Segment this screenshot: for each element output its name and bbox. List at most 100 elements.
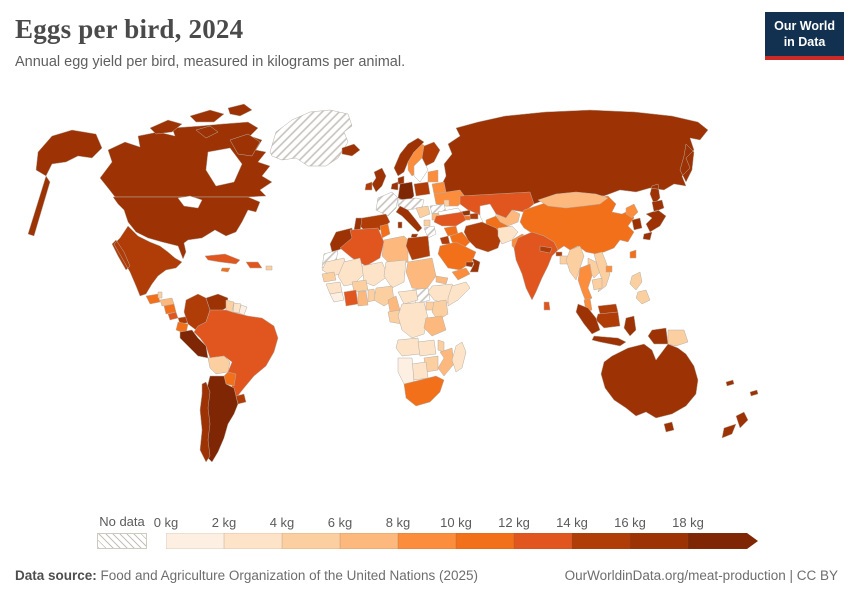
legend-bin-14-kg[interactable] xyxy=(572,533,630,549)
country-hispaniola[interactable] xyxy=(245,261,263,269)
country-vietnam[interactable] xyxy=(593,251,611,293)
country-france[interactable] xyxy=(375,191,399,217)
legend-bin-10-kg[interactable] xyxy=(456,533,514,549)
country-south-korea[interactable] xyxy=(631,217,643,231)
country-moldova[interactable] xyxy=(443,199,450,207)
country-belarus[interactable] xyxy=(431,181,447,195)
country-thailand[interactable] xyxy=(577,263,593,303)
footer-credit[interactable]: OurWorldinData.org/meat-production | CC … xyxy=(564,568,838,583)
legend-bin-18-kg[interactable] xyxy=(688,533,758,549)
country-new-caledonia[interactable] xyxy=(725,379,735,387)
country-iraq[interactable] xyxy=(449,231,471,249)
country-uae[interactable] xyxy=(465,261,475,268)
country-yemen[interactable] xyxy=(451,267,471,281)
country-russia[interactable] xyxy=(439,109,709,209)
country-cambodia[interactable] xyxy=(591,277,603,291)
country-balkans-west[interactable] xyxy=(415,205,431,219)
country-belize[interactable] xyxy=(157,291,163,299)
country-mongolia[interactable] xyxy=(537,191,609,209)
country-greece[interactable] xyxy=(423,225,437,239)
country-hainan[interactable] xyxy=(605,265,613,273)
country-bolivia[interactable] xyxy=(207,355,231,375)
country-guatemala[interactable] xyxy=(145,293,161,305)
legend-bin-8-kg[interactable] xyxy=(398,533,456,549)
country-canada[interactable] xyxy=(99,121,273,198)
country-india[interactable] xyxy=(513,231,559,301)
legend-bin-2-kg[interactable] xyxy=(224,533,282,549)
country-azerbaijan[interactable] xyxy=(469,212,479,220)
legend-bin-4-kg[interactable] xyxy=(282,533,340,549)
country-senegal[interactable] xyxy=(321,271,337,283)
country-new-zealand[interactable] xyxy=(721,411,749,439)
country-jamaica[interactable] xyxy=(220,267,231,273)
country-bhutan[interactable] xyxy=(555,251,563,257)
country-sudan[interactable] xyxy=(405,257,437,291)
country-usa[interactable] xyxy=(112,196,261,260)
country-south-africa[interactable] xyxy=(403,375,445,407)
country-puerto-rico[interactable] xyxy=(265,265,273,271)
country-australia[interactable] xyxy=(600,343,699,433)
country-chad[interactable] xyxy=(383,259,407,289)
country-taiwan[interactable] xyxy=(629,249,637,259)
country-sulawesi[interactable] xyxy=(623,315,637,337)
country-central-african-republic[interactable] xyxy=(397,289,419,305)
country-albania[interactable] xyxy=(423,219,431,227)
country-eritrea[interactable] xyxy=(435,275,449,285)
country-iran[interactable] xyxy=(463,221,503,253)
country-java[interactable] xyxy=(591,335,627,347)
country-sierra-leone[interactable] xyxy=(329,291,345,303)
country-ireland[interactable] xyxy=(364,181,373,191)
country-niger[interactable] xyxy=(361,261,389,287)
owid-logo[interactable]: Our World in Data xyxy=(765,12,844,60)
country-baltic-states[interactable] xyxy=(427,169,439,183)
country-angola[interactable] xyxy=(395,337,421,357)
country-malawi[interactable] xyxy=(437,339,445,353)
country-kalimantan[interactable] xyxy=(595,311,621,329)
country-fiji[interactable] xyxy=(749,389,759,397)
country-greenland[interactable] xyxy=(269,109,353,167)
country-mexico[interactable] xyxy=(111,225,183,297)
country-botswana[interactable] xyxy=(411,361,429,381)
country-tunisia[interactable] xyxy=(379,223,391,239)
country-chile[interactable] xyxy=(199,381,211,463)
country-japan[interactable] xyxy=(642,199,667,241)
country-nepal[interactable] xyxy=(539,245,553,254)
country-mozambique[interactable] xyxy=(437,347,455,377)
country-png[interactable] xyxy=(667,329,689,347)
country-denmark[interactable] xyxy=(397,175,405,185)
country-somalia[interactable] xyxy=(447,281,471,307)
country-uruguay[interactable] xyxy=(235,393,247,405)
country-myanmar[interactable] xyxy=(565,245,585,281)
country-benelux[interactable] xyxy=(390,181,399,191)
country-drc[interactable] xyxy=(397,301,429,339)
country-egypt[interactable] xyxy=(405,235,431,261)
country-canada-islands[interactable] xyxy=(149,103,261,157)
country-cuba[interactable] xyxy=(204,253,241,265)
country-usa-alaska[interactable] xyxy=(27,129,103,237)
country-finland[interactable] xyxy=(421,141,441,167)
country-ukraine[interactable] xyxy=(433,189,467,207)
legend-bin-16-kg[interactable] xyxy=(630,533,688,549)
country-paraguay[interactable] xyxy=(223,371,237,387)
country-cote-divoire[interactable] xyxy=(343,289,359,307)
legend-bin-6-kg[interactable] xyxy=(340,533,398,549)
country-israel-jordan[interactable] xyxy=(439,235,451,245)
country-sumatra[interactable] xyxy=(575,303,601,335)
country-philippines[interactable] xyxy=(629,271,651,305)
legend-no-data-swatch[interactable] xyxy=(97,533,147,549)
country-sri-lanka[interactable] xyxy=(543,301,551,311)
legend-bin-12-kg[interactable] xyxy=(514,533,572,549)
country-argentina[interactable] xyxy=(205,375,239,463)
country-zambia[interactable] xyxy=(417,339,437,357)
country-madagascar[interactable] xyxy=(451,341,467,373)
legend-bin-0-kg[interactable] xyxy=(166,533,224,549)
country-poland[interactable] xyxy=(413,181,431,197)
country-ghana[interactable] xyxy=(357,290,369,307)
country-tanzania[interactable] xyxy=(423,315,447,337)
country-uk[interactable] xyxy=(371,167,387,193)
country-north-korea[interactable] xyxy=(625,203,639,219)
country-kenya[interactable] xyxy=(431,299,449,321)
country-namibia[interactable] xyxy=(397,357,415,385)
country-iceland[interactable] xyxy=(341,143,361,157)
country-papua-indonesia[interactable] xyxy=(647,327,669,345)
